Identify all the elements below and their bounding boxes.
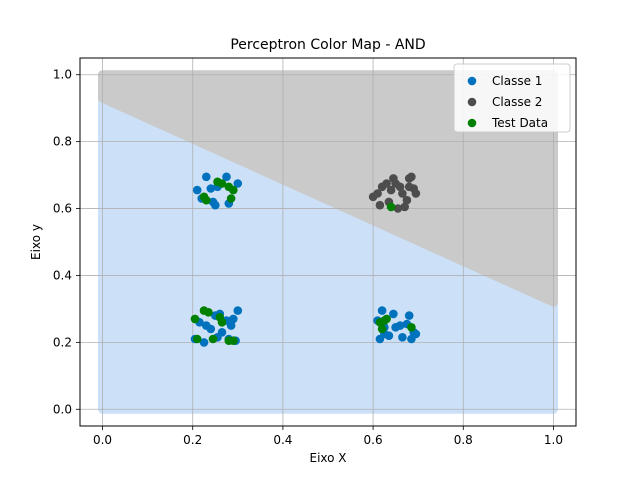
point-series-1-36	[404, 311, 414, 320]
point-series-2-7	[386, 185, 396, 195]
x-tick-label-2: 0.4	[273, 433, 292, 447]
point-series-1-23	[229, 314, 238, 324]
point-series-2-3	[375, 200, 385, 210]
point-series-1-3	[206, 184, 216, 193]
legend-marker-3	[467, 118, 477, 128]
y-tick-label-5: 1.0	[53, 68, 72, 82]
y-tick-label-0: 0.0	[53, 402, 72, 416]
point-series-3-12	[208, 334, 218, 344]
point-series-1-39	[411, 329, 421, 339]
point-series-3-7	[229, 185, 238, 195]
legend-label-3: Test Data	[491, 116, 548, 130]
point-series-2-5	[382, 179, 391, 188]
x-ticks: 0.0 0.2 0.4 0.6 0.8 1.0	[93, 426, 563, 447]
point-series-1-6	[222, 172, 231, 182]
point-series-3-20	[382, 314, 391, 324]
point-series-1-19	[217, 328, 227, 337]
point-series-2-18	[411, 189, 421, 198]
point-series-3-8	[190, 314, 200, 324]
point-series-2-14	[402, 195, 412, 205]
chart-title: Perceptron Color Map - AND	[230, 37, 425, 53]
point-series-3-21	[386, 202, 396, 212]
point-series-3-14	[217, 318, 227, 327]
legend-marker-2	[467, 97, 477, 107]
point-series-1-10	[208, 197, 218, 207]
data-points	[190, 172, 421, 347]
point-series-1-31	[389, 309, 398, 319]
y-tick-label-1: 0.2	[53, 335, 72, 349]
plot-frame	[79, 57, 577, 427]
point-series-2-11	[395, 182, 405, 192]
x-tick-label-5: 1.0	[544, 433, 563, 447]
point-series-1-33	[395, 321, 405, 330]
y-tick-label-3: 0.6	[53, 202, 72, 216]
point-series-1-30	[384, 331, 394, 341]
point-series-3-9	[192, 334, 202, 344]
legend-label-1: Classe 1	[492, 74, 542, 88]
x-tick-label-4: 0.8	[454, 433, 473, 447]
x-tick-label-1: 0.2	[183, 433, 202, 447]
y-ticks: 0.0 0.2 0.4 0.6 0.8 1.0	[53, 68, 80, 416]
point-series-3-22	[407, 323, 416, 332]
point-series-1-8	[233, 179, 243, 188]
legend-label-2: Classe 2	[492, 95, 542, 109]
point-series-1-2	[202, 172, 211, 182]
point-series-2-2	[373, 189, 382, 198]
point-series-1-24	[233, 306, 243, 315]
point-series-3-4	[217, 179, 227, 188]
x-tick-label-0: 0.0	[93, 433, 112, 447]
point-series-3-11	[204, 308, 213, 317]
point-series-2-12	[398, 189, 407, 198]
point-series-3-2	[202, 195, 211, 205]
point-series-1-15	[206, 324, 216, 334]
point-series-3-16	[229, 336, 238, 346]
x-tick-label-3: 0.6	[364, 433, 383, 447]
legend-box	[453, 63, 571, 133]
point-series-3-6	[226, 194, 236, 203]
y-axis-label: Eixo y	[29, 224, 43, 260]
y-tick-label-4: 0.8	[53, 135, 72, 149]
point-series-1-34	[398, 333, 407, 342]
point-series-2-13	[400, 202, 410, 212]
point-series-2-10	[393, 204, 403, 213]
point-series-3-18	[377, 324, 387, 334]
point-series-1-22	[226, 321, 236, 330]
legend-marker-1	[467, 76, 477, 86]
point-series-1-28	[377, 306, 387, 315]
point-series-2-19	[404, 174, 414, 183]
legend: Classe 1 Classe 2 Test Data	[453, 63, 571, 133]
x-axis-label: Eixo X	[309, 451, 346, 465]
point-series-1-13	[199, 338, 209, 347]
y-tick-label-2: 0.4	[53, 268, 72, 282]
point-series-1-1	[192, 185, 202, 195]
